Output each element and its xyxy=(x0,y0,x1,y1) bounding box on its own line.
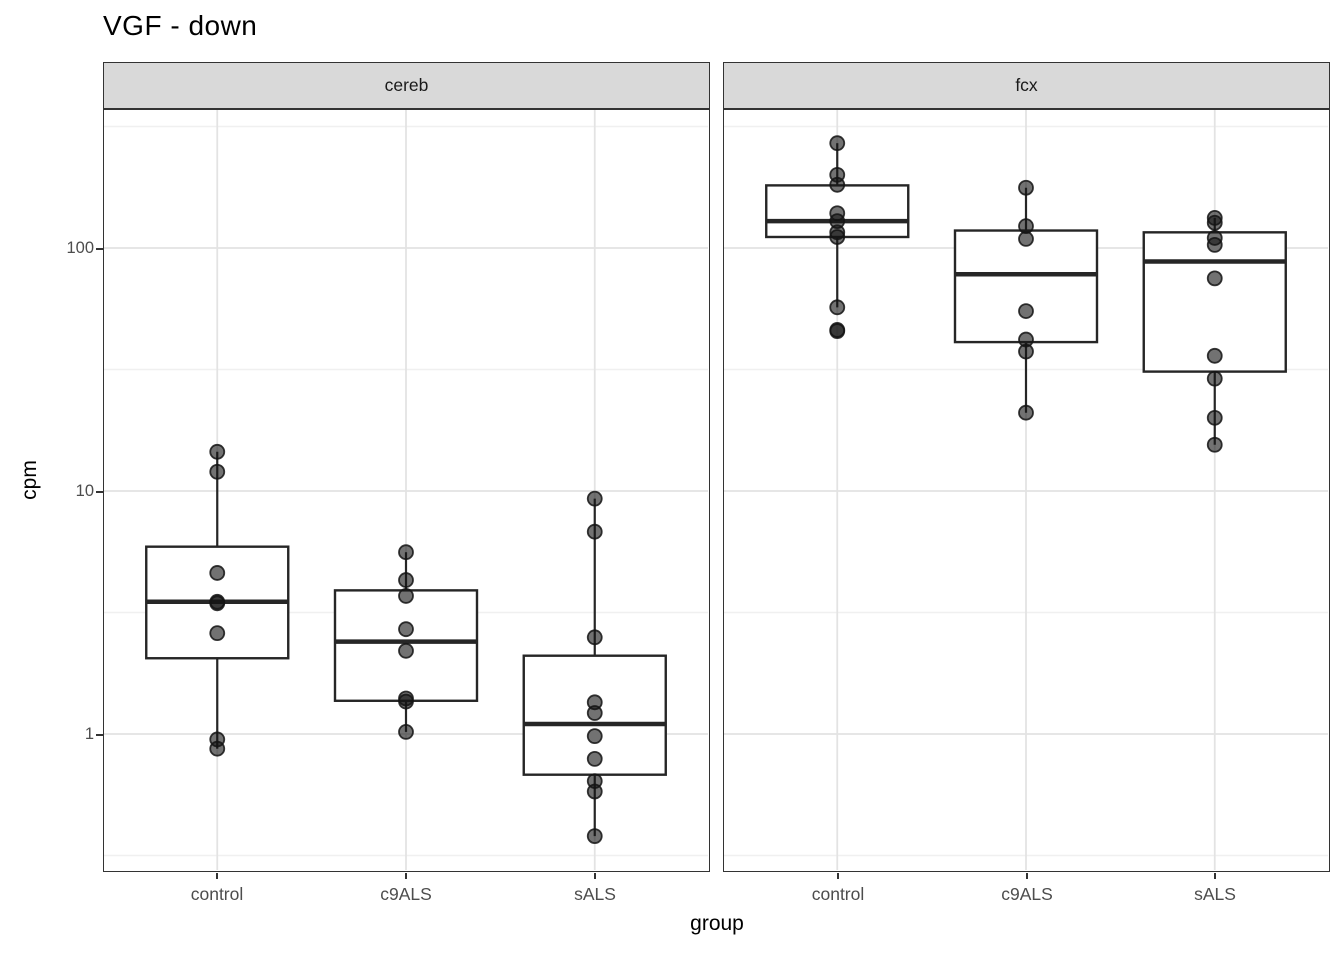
data-point xyxy=(586,490,603,507)
data-point xyxy=(586,728,603,745)
data-point xyxy=(586,523,603,540)
y-tick-mark xyxy=(96,491,103,493)
data-point xyxy=(398,588,414,604)
plot-panel-cereb xyxy=(103,109,710,872)
y-tick-mark xyxy=(96,734,103,736)
data-point xyxy=(829,176,846,193)
panel-svg-fcx xyxy=(724,110,1328,870)
data-point xyxy=(1206,347,1223,364)
data-point xyxy=(398,572,414,588)
x-tick-mark xyxy=(594,873,596,879)
y-axis-title: cpm xyxy=(18,460,41,500)
x-tick-mark xyxy=(405,873,407,879)
box xyxy=(953,229,1099,344)
boxplot-cereb-control xyxy=(145,443,290,757)
y-tick-label-100: 100 xyxy=(66,239,94,258)
plot-panel-fcx xyxy=(723,109,1330,872)
data-point xyxy=(586,750,603,767)
facet-strip-cereb: cereb xyxy=(103,62,710,109)
y-tick-label-1: 1 xyxy=(84,725,94,744)
data-point xyxy=(586,705,603,721)
x-tick-label-sals: sALS xyxy=(574,884,616,904)
x-tick-mark xyxy=(837,873,839,879)
data-point xyxy=(398,621,414,638)
data-point xyxy=(1206,436,1223,453)
x-tick-label-c9als: c9ALS xyxy=(380,884,432,904)
panel-svg-cereb xyxy=(104,110,708,870)
x-axis-title: group xyxy=(690,912,744,935)
boxplot-cereb-c9ALS xyxy=(333,544,479,740)
data-point xyxy=(586,828,603,845)
data-point xyxy=(398,642,414,659)
x-tick-mark xyxy=(1214,873,1216,879)
data-point xyxy=(1206,214,1223,231)
boxplot-fcx-control xyxy=(765,135,910,340)
data-point xyxy=(829,323,846,340)
facet-strip-fcx: fcx xyxy=(723,62,1330,109)
boxplot-cereb-sALS xyxy=(522,490,667,845)
x-tick-mark xyxy=(1026,873,1028,879)
data-point xyxy=(586,783,603,800)
x-tick-label-control: control xyxy=(811,884,865,904)
x-tick-label-sals: sALS xyxy=(1194,884,1236,904)
data-point xyxy=(209,595,226,612)
x-tick-label-c9als: c9ALS xyxy=(1001,884,1053,904)
data-point xyxy=(829,135,846,152)
data-point xyxy=(209,443,226,460)
data-point xyxy=(1018,303,1034,319)
data-point xyxy=(1018,179,1034,196)
data-point xyxy=(1018,404,1034,421)
data-point xyxy=(1018,231,1034,247)
data-point xyxy=(1018,343,1034,360)
data-point xyxy=(1206,409,1223,426)
x-tick-mark xyxy=(216,873,218,879)
data-point xyxy=(829,229,846,245)
facet-strip-label: fcx xyxy=(1015,75,1038,95)
data-point xyxy=(586,629,603,646)
data-point xyxy=(1206,370,1223,387)
y-tick-label-10: 10 xyxy=(75,482,94,501)
data-point xyxy=(398,544,414,561)
data-point xyxy=(209,740,226,757)
data-point xyxy=(209,625,226,642)
boxplot-fcx-c9ALS xyxy=(953,179,1099,421)
x-tick-label-control: control xyxy=(190,884,244,904)
data-point xyxy=(1206,270,1223,287)
data-point xyxy=(829,299,846,316)
data-point xyxy=(1206,236,1223,253)
boxplot-fcx-sALS xyxy=(1142,210,1287,453)
data-point xyxy=(398,724,414,740)
data-point xyxy=(209,463,226,480)
data-point xyxy=(209,565,226,581)
facet-strip-label: cereb xyxy=(384,75,429,95)
data-point xyxy=(398,693,414,710)
chart-title: VGF - down xyxy=(103,10,258,41)
y-tick-mark xyxy=(96,248,103,250)
